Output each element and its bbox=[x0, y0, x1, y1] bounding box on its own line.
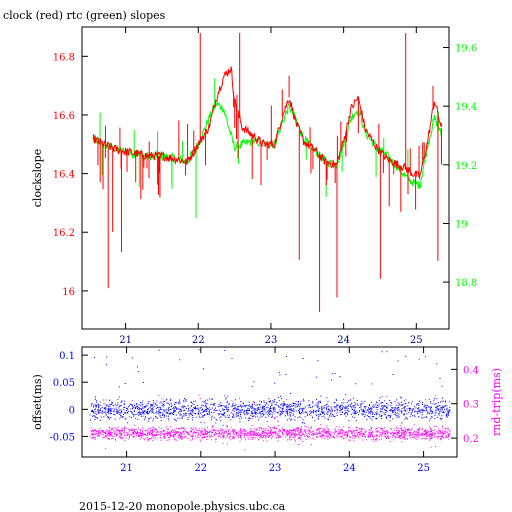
scatter-series bbox=[89, 394, 451, 451]
bottom-x-tick-label: 23 bbox=[269, 463, 282, 474]
bottom-x-tick-label: 22 bbox=[194, 463, 207, 474]
bottom-chart-frame bbox=[81, 346, 458, 458]
bottom-y-tick-label: -0.05 bbox=[49, 432, 75, 443]
top-chart-axes: 21 22 23 24 25 16 16.2 16.4 16.6 16.8 18.8 19 19.2 19… bbox=[53, 27, 477, 346]
bottom-x-tick-label: 25 bbox=[417, 463, 430, 474]
top-y-tick-label: 16.6 bbox=[53, 111, 75, 122]
bottom-chart-axes: 21 22 23 24 25 -0.05 0 0.05 0.1 0.2 0.3 0.4 bbox=[49, 347, 479, 474]
footer-caption: 2015-12-20 monopole.physics.ubc.ca bbox=[79, 500, 286, 512]
bottom-x-tick-label: 24 bbox=[343, 463, 356, 474]
top-right-tick-label: 19 bbox=[455, 219, 468, 230]
top-y-axis-label: clockslope bbox=[31, 149, 44, 207]
top-x-tick-label: 25 bbox=[410, 335, 423, 346]
bottom-right-axis-label: rnd-trip(ms) bbox=[490, 368, 503, 436]
top-right-tick-label: 19.4 bbox=[455, 102, 477, 113]
bottom-right-tick-label: 0.2 bbox=[463, 434, 479, 445]
bottom-y-tick-label: 0.05 bbox=[53, 378, 75, 389]
top-y-tick-label: 16.2 bbox=[53, 228, 75, 239]
scatter-points bbox=[89, 394, 451, 451]
bottom-y-tick-label: 0.1 bbox=[59, 351, 75, 362]
chart-title: clock (red) rtc (green) slopes bbox=[3, 9, 166, 22]
top-x-tick-label: 23 bbox=[265, 335, 278, 346]
top-right-tick-label: 18.8 bbox=[455, 278, 477, 289]
bottom-x-tick-label: 21 bbox=[120, 463, 133, 474]
series-line bbox=[92, 66, 443, 180]
bottom-right-tick-label: 0.3 bbox=[463, 400, 479, 411]
top-y-tick-label: 16.4 bbox=[53, 170, 75, 181]
top-x-tick-label: 21 bbox=[119, 335, 132, 346]
top-chart-plot-area bbox=[92, 32, 443, 312]
bottom-chart-plot-area bbox=[89, 349, 451, 451]
bottom-y-tick-label: 0 bbox=[69, 405, 75, 416]
top-y-tick-label: 16 bbox=[62, 287, 75, 298]
top-y-tick-label: 16.8 bbox=[53, 52, 75, 63]
top-x-tick-label: 24 bbox=[337, 335, 350, 346]
top-x-tick-label: 22 bbox=[192, 335, 205, 346]
top-right-tick-label: 19.2 bbox=[455, 161, 477, 172]
bottom-right-tick-label: 0.4 bbox=[463, 365, 479, 376]
top-chart-frame bbox=[81, 26, 450, 330]
top-right-tick-label: 19.6 bbox=[455, 44, 477, 55]
bottom-y-axis-label: offset(ms) bbox=[31, 374, 44, 430]
